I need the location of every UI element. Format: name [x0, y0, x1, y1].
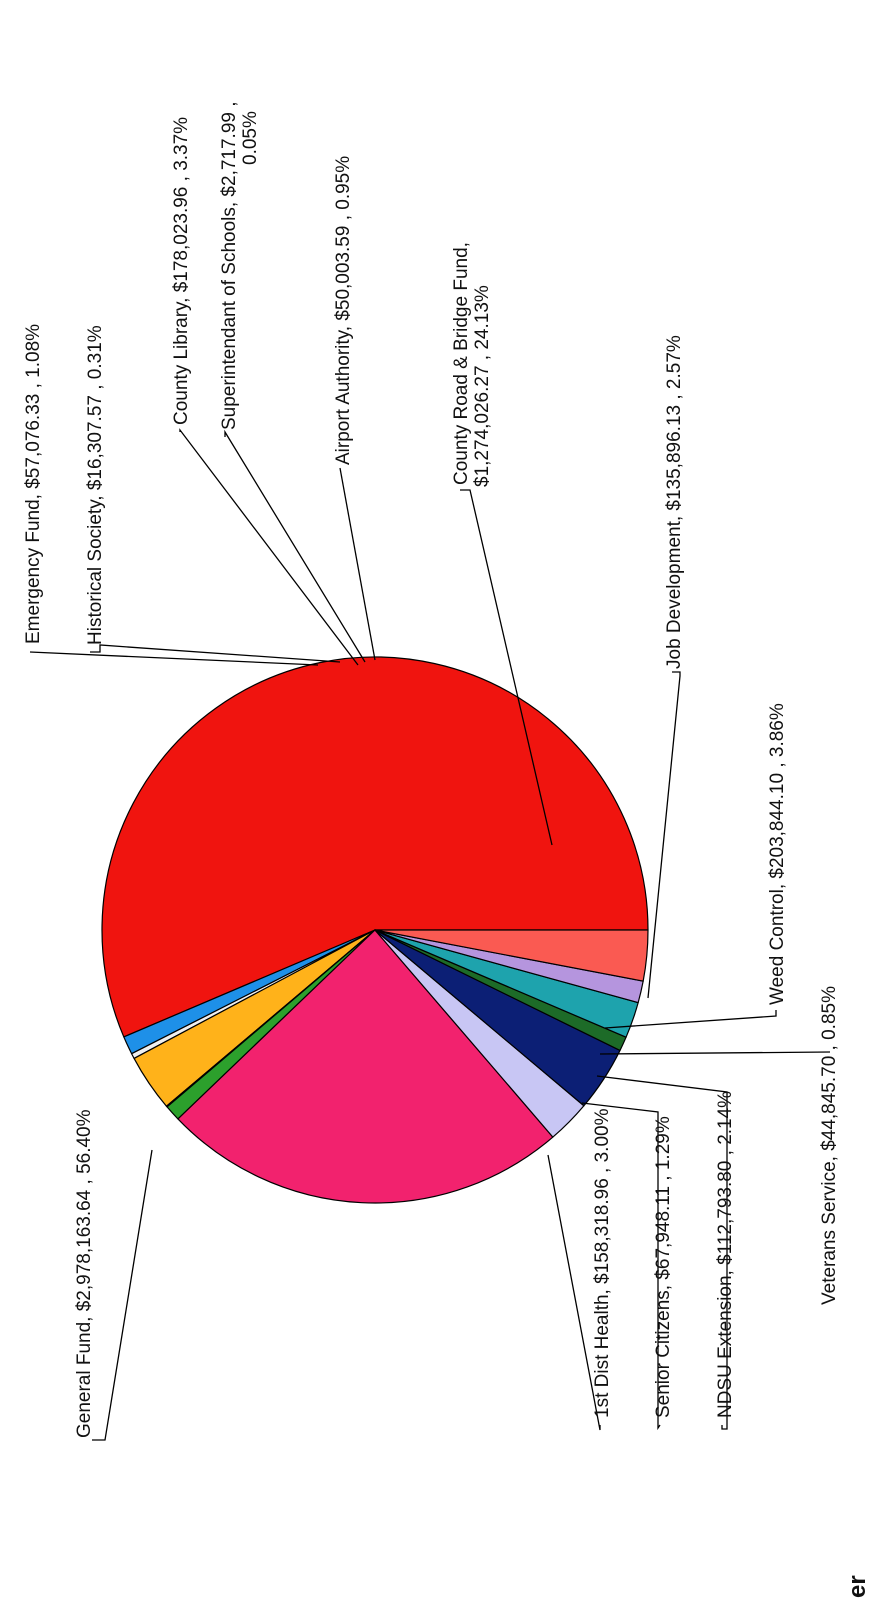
- leader-job-development: [647, 671, 681, 999]
- leader-road-bridge: [460, 489, 553, 846]
- label-airport-authority: Airport Authority, $50,003.59 , 0.95%: [333, 156, 354, 465]
- label-superintendant-line1: Superintendant of Schools, $2,717.99 ,: [219, 101, 240, 430]
- leader-weed-control: [604, 1010, 777, 1029]
- leader-emergency-fund: [29, 651, 319, 666]
- pie-slice-1st-dist-health: [374, 929, 649, 982]
- slices-layer: [101, 656, 649, 1204]
- leader-ndsu-extension: [596, 1075, 728, 1430]
- pie-slice-county-road-bridge-fund: [177, 929, 554, 1204]
- label-job-development: Job Development, $135,896.13 , 2.57%: [664, 335, 685, 669]
- label-weed-control: Weed Control, $203,844.10 , 3.86%: [767, 703, 788, 1005]
- label-general-fund: General Fund, $2,978,163.64 , 56.40%: [74, 1109, 95, 1438]
- leader-lines: [29, 428, 831, 1441]
- label-road-bridge-line2: $1,274,026.27 , 24.13%: [472, 285, 493, 487]
- label-superintendant-line2: 0.05%: [240, 111, 261, 165]
- label-road-bridge-line1: County Road & Bridge Fund,: [451, 242, 472, 485]
- label-senior-citizens: Senior Citizens, $67,948.11 , 1.29%: [653, 1116, 674, 1418]
- label-1st-dist-health: 1st Dist Health, $158,318.96 , 3.00%: [592, 1108, 613, 1418]
- pie-slice-general-fund: [101, 656, 649, 1038]
- label-ndsu-extension: NDSU Extension, $112,793.80 , 2.14%: [715, 1091, 736, 1418]
- corner-text: er: [844, 1575, 871, 1598]
- label-emergency-fund: Emergency Fund, $57,076.33 , 1.08%: [23, 324, 44, 644]
- leader-airport-authority: [339, 467, 376, 661]
- label-county-library: County Library, $178,023.96 , 3.37%: [171, 117, 192, 425]
- label-veterans-service: Veterans Service, $44,845.70 , 0.85%: [819, 986, 840, 1305]
- leader-senior-citizens: [581, 1102, 661, 1431]
- leader-general-fund: [92, 1149, 153, 1441]
- leader-superintendant: [224, 429, 366, 663]
- leader-county-library: [179, 428, 359, 666]
- leader-1st-dist-health: [547, 1154, 601, 1431]
- leader-veterans-service: [599, 1051, 831, 1055]
- label-historical-society: Historical Society, $16,307.57 , 0.31%: [85, 325, 106, 645]
- leader-historical-society: [90, 644, 341, 663]
